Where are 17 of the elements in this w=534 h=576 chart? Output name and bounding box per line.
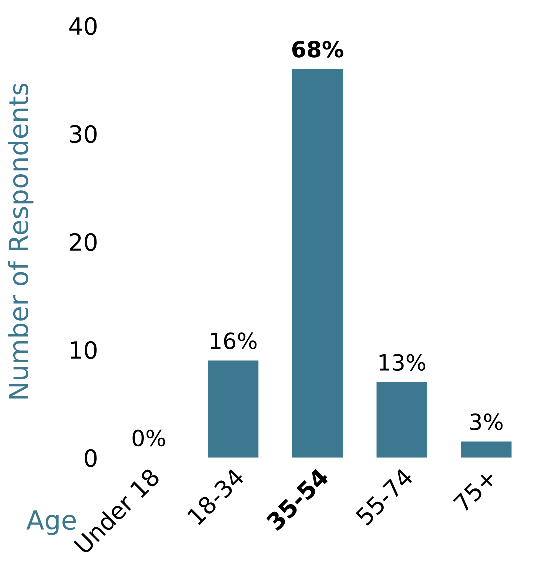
y-tick-label: 40 bbox=[70, 17, 97, 36]
y-tick-label: 0 bbox=[85, 449, 97, 468]
x-tick-label: 75+ bbox=[453, 468, 498, 514]
annotation: 13% bbox=[380, 354, 426, 372]
y-tick-label: 20 bbox=[70, 233, 97, 252]
bar bbox=[461, 442, 512, 458]
bar bbox=[208, 360, 259, 458]
y-axis-title: Number of Respondents bbox=[8, 84, 34, 399]
annotation: 3% bbox=[470, 414, 503, 430]
x-axis-title: Age bbox=[26, 510, 76, 536]
y-tick-label: 10 bbox=[71, 341, 97, 360]
bar bbox=[292, 69, 344, 458]
annotation: 68% bbox=[292, 41, 344, 58]
annotation: 16% bbox=[211, 332, 257, 350]
bar bbox=[376, 382, 428, 458]
annotation: 0% bbox=[132, 430, 166, 447]
y-tick-label: 30 bbox=[70, 125, 97, 144]
